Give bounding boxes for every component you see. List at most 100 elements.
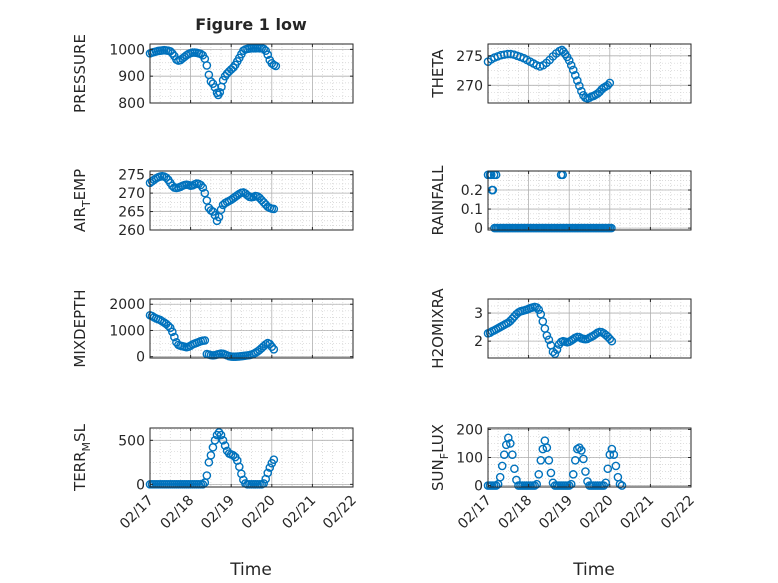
x-tick-label: 02/20	[577, 493, 617, 533]
subplot-3: 260 265 270 275 AIRTEMP	[71, 168, 354, 239]
x-axis-label-right: Time	[572, 560, 615, 580]
y-label-rest: EMP	[71, 169, 89, 200]
y-tick-label: 500	[118, 433, 145, 449]
data-point	[168, 327, 177, 337]
y-label-subscript: T	[80, 200, 93, 208]
y-tick-label: 0.1	[461, 202, 483, 218]
data-point	[530, 481, 539, 490]
subplot-7: 02/17 02/18 02/19 02/20 02/21 02/22 0 500 TERRMS…	[71, 423, 360, 532]
x-tick-label: 02/22	[320, 493, 360, 533]
data-point	[220, 441, 230, 450]
data-point	[271, 61, 281, 71]
data-point	[269, 204, 279, 214]
axes-box	[487, 43, 692, 104]
subplot-2: 270 275 THETA	[429, 43, 692, 104]
subplot-1: 800 900 1000 PRESSURE	[71, 34, 354, 113]
y-tick-label: 265	[118, 205, 145, 221]
data-point	[218, 75, 228, 85]
data-point	[532, 303, 542, 312]
data-point	[198, 480, 208, 489]
data-point	[497, 461, 507, 471]
x-tick-label: 02/18	[496, 493, 536, 533]
y-tick-label: 0	[474, 479, 483, 495]
data-point	[577, 86, 586, 96]
data-point	[601, 478, 611, 488]
figure-title: Figure 1 low	[195, 15, 307, 34]
data-point	[216, 205, 226, 215]
y-tick-label: 0	[136, 350, 145, 366]
axes-box	[149, 427, 354, 488]
data-point	[544, 335, 554, 345]
data-point	[542, 443, 552, 452]
data-point	[163, 321, 173, 331]
y-tick-label: 100	[456, 451, 483, 467]
y-label-main: RAINFALL	[429, 165, 447, 236]
data-point	[546, 468, 556, 478]
data-point	[581, 467, 590, 476]
y-tick-label: 1000	[109, 42, 145, 58]
y-label-rest: SL	[71, 423, 89, 442]
y-label-main: SUN	[429, 459, 447, 491]
data-point	[512, 475, 521, 485]
y-axis-label: PRESSURE	[71, 34, 89, 113]
data-point	[609, 450, 619, 459]
data-point	[259, 44, 268, 54]
data-point	[534, 470, 544, 479]
data-point	[536, 456, 546, 465]
y-label-main: MIXDEPTH	[71, 289, 89, 367]
y-axis-label: MIXDEPTH	[71, 289, 89, 367]
y-label-main: AIR	[71, 207, 89, 232]
data-point	[605, 334, 615, 344]
data-point	[532, 479, 542, 489]
data-point	[210, 436, 220, 445]
y-tick-label: 0	[474, 221, 483, 237]
data-point	[228, 450, 238, 460]
y-tick-label: 1000	[109, 323, 145, 339]
data-point	[544, 456, 554, 465]
x-tick-label: 02/21	[617, 493, 657, 533]
data-point	[607, 223, 616, 233]
data-point	[243, 191, 252, 200]
data-point	[491, 481, 501, 490]
data-point	[265, 463, 275, 472]
x-tick-label: 02/17	[455, 493, 495, 533]
x-tick-label: 02/20	[239, 493, 279, 533]
y-tick-label: 275	[456, 49, 483, 65]
y-tick-label: 0	[136, 477, 145, 493]
data-point	[215, 87, 225, 97]
y-tick-label: 275	[118, 168, 145, 184]
data-point	[263, 468, 273, 478]
y-tick-label: 2	[474, 334, 483, 350]
data-point	[269, 455, 279, 465]
data-point	[202, 471, 212, 480]
y-tick-label: 200	[456, 422, 483, 438]
y-axis-label: SUNFLUX	[429, 424, 451, 491]
data-point	[575, 81, 584, 91]
data-point	[506, 439, 515, 448]
y-label-subscript: M	[80, 442, 93, 452]
data-point	[170, 332, 179, 342]
y-tick-label: 0.2	[461, 183, 483, 199]
x-tick-label: 02/18	[158, 493, 198, 533]
y-label-rest: LUX	[429, 424, 447, 453]
data-point	[564, 481, 574, 490]
data-point	[573, 444, 582, 454]
axes-box	[149, 43, 354, 104]
axes-box	[149, 298, 354, 359]
y-tick-label: 270	[118, 186, 145, 202]
x-tick-label: 02/19	[536, 493, 576, 533]
subplot-6: 2 3 H2OMIXRA	[429, 288, 692, 369]
data-point	[577, 446, 586, 455]
y-axis-label: THETA	[429, 49, 447, 99]
data-point	[573, 76, 582, 85]
y-tick-label: 2000	[109, 297, 145, 313]
data-point	[566, 479, 576, 489]
data-point	[579, 454, 588, 464]
x-axis-label-left: Time	[229, 560, 272, 580]
data-point	[499, 450, 509, 459]
axes-box	[149, 170, 354, 231]
x-tick-label: 02/17	[117, 493, 157, 533]
data-point	[564, 56, 574, 65]
x-tick-label: 02/19	[198, 493, 238, 533]
